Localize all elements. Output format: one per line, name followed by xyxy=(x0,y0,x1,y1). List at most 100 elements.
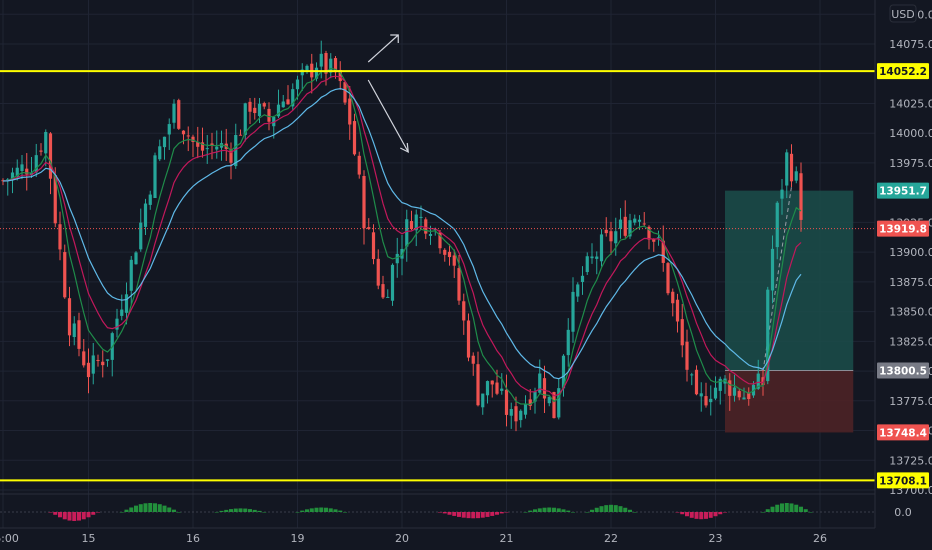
candle-body xyxy=(91,355,95,374)
histogram-bar xyxy=(77,512,81,521)
candle-body xyxy=(162,136,167,148)
candle-body xyxy=(623,216,627,236)
candle-body xyxy=(447,251,452,258)
candle-body xyxy=(281,101,285,108)
histogram-bar xyxy=(229,509,233,512)
histogram-bar xyxy=(262,512,267,513)
histogram-bar xyxy=(58,512,62,518)
price-tick-label: 13725.0 xyxy=(889,454,932,467)
time-tick-label[interactable]: 26 xyxy=(813,532,827,545)
candle-body xyxy=(267,108,271,122)
histogram-bar xyxy=(91,512,96,515)
candle-body xyxy=(471,355,475,364)
candle-body xyxy=(699,393,703,397)
time-tick-label[interactable]: 06:00 xyxy=(0,532,19,545)
candle-body xyxy=(34,155,38,173)
candle-body xyxy=(666,263,670,294)
candle-body xyxy=(419,216,423,218)
time-axis[interactable]: 06:00 15 16 19 20 21 22 23 26 xyxy=(0,532,827,545)
time-tick-label[interactable]: 16 xyxy=(186,532,200,545)
currency-badge[interactable]: USD xyxy=(889,4,917,23)
candle-body xyxy=(485,381,490,396)
time-tick-label[interactable]: 20 xyxy=(395,532,409,545)
candle-body xyxy=(728,380,732,396)
candle-body xyxy=(333,58,338,73)
candle-body xyxy=(39,150,43,152)
candle-body xyxy=(428,233,433,236)
time-tick-label[interactable]: 15 xyxy=(82,532,96,545)
candle-body xyxy=(599,234,604,262)
histogram-bar xyxy=(67,512,72,521)
candle-body xyxy=(390,264,395,301)
candle-body xyxy=(200,142,205,151)
candle-body xyxy=(756,373,760,389)
candle-body xyxy=(134,252,138,265)
histogram-bar xyxy=(490,512,495,516)
histogram-bar xyxy=(314,507,319,512)
histogram-bar xyxy=(233,508,238,512)
candle-body xyxy=(694,369,699,395)
histogram-bar xyxy=(523,512,528,513)
candle-body xyxy=(386,296,390,298)
candle-body xyxy=(580,275,585,282)
candle-body xyxy=(29,172,34,175)
histogram-bar xyxy=(675,512,680,513)
candle-body xyxy=(77,320,81,349)
arrow-down-right[interactable] xyxy=(367,79,409,154)
candle-body xyxy=(647,226,651,240)
histogram-bar xyxy=(62,512,67,520)
candle-body xyxy=(215,146,219,150)
arrow-up-right[interactable] xyxy=(367,34,399,63)
long-position-tool[interactable] xyxy=(725,186,854,433)
candle-body xyxy=(191,136,195,142)
candle-body xyxy=(153,155,157,199)
time-tick-label[interactable]: 22 xyxy=(604,532,618,545)
candle-body xyxy=(737,391,741,398)
candle-body xyxy=(514,406,518,422)
candle-body xyxy=(747,393,751,400)
histogram-bar xyxy=(765,509,770,512)
candle-body xyxy=(53,175,57,224)
trend-arrows[interactable] xyxy=(367,34,409,154)
candle-body xyxy=(509,409,513,416)
candle-body xyxy=(300,69,304,76)
histogram-bar xyxy=(138,504,143,512)
target-price-tag xyxy=(877,182,929,199)
candle-body xyxy=(58,224,62,250)
price-tick-label: 13975.0 xyxy=(889,157,932,170)
price-tick-label: 13900.0 xyxy=(889,246,932,259)
histogram-bar xyxy=(214,512,219,513)
candle-body xyxy=(466,320,471,358)
histogram-bar xyxy=(770,506,775,512)
histogram-bar xyxy=(176,512,181,513)
candle-body xyxy=(362,175,366,229)
histogram-bar xyxy=(495,512,499,515)
histogram-bar xyxy=(566,510,571,512)
candle-body xyxy=(343,82,347,103)
stop-price-label: 13748.4 xyxy=(879,427,927,439)
histogram-bar xyxy=(157,504,162,512)
candle-body xyxy=(357,155,361,175)
time-tick-label[interactable]: 23 xyxy=(709,532,723,545)
horizontal-levels[interactable] xyxy=(0,70,875,482)
candle-body xyxy=(338,69,342,82)
candle-body xyxy=(120,309,124,316)
level-price-tag xyxy=(877,63,929,80)
candle-body xyxy=(101,361,105,366)
candle-body xyxy=(196,141,200,147)
histogram-bar xyxy=(309,508,314,512)
candle-body xyxy=(238,134,243,136)
candle-body xyxy=(400,248,404,259)
candle-body xyxy=(409,221,414,230)
histogram-bar xyxy=(476,512,480,519)
histogram-bar xyxy=(143,503,148,512)
time-tick-label[interactable]: 21 xyxy=(500,532,514,545)
histogram-bar xyxy=(238,508,243,512)
histogram-bar xyxy=(784,503,789,512)
time-tick-label[interactable]: 19 xyxy=(291,532,305,545)
histogram-bar xyxy=(129,507,134,512)
histogram-bar xyxy=(257,510,262,512)
candle-body xyxy=(775,202,779,248)
candle-body xyxy=(86,362,91,378)
